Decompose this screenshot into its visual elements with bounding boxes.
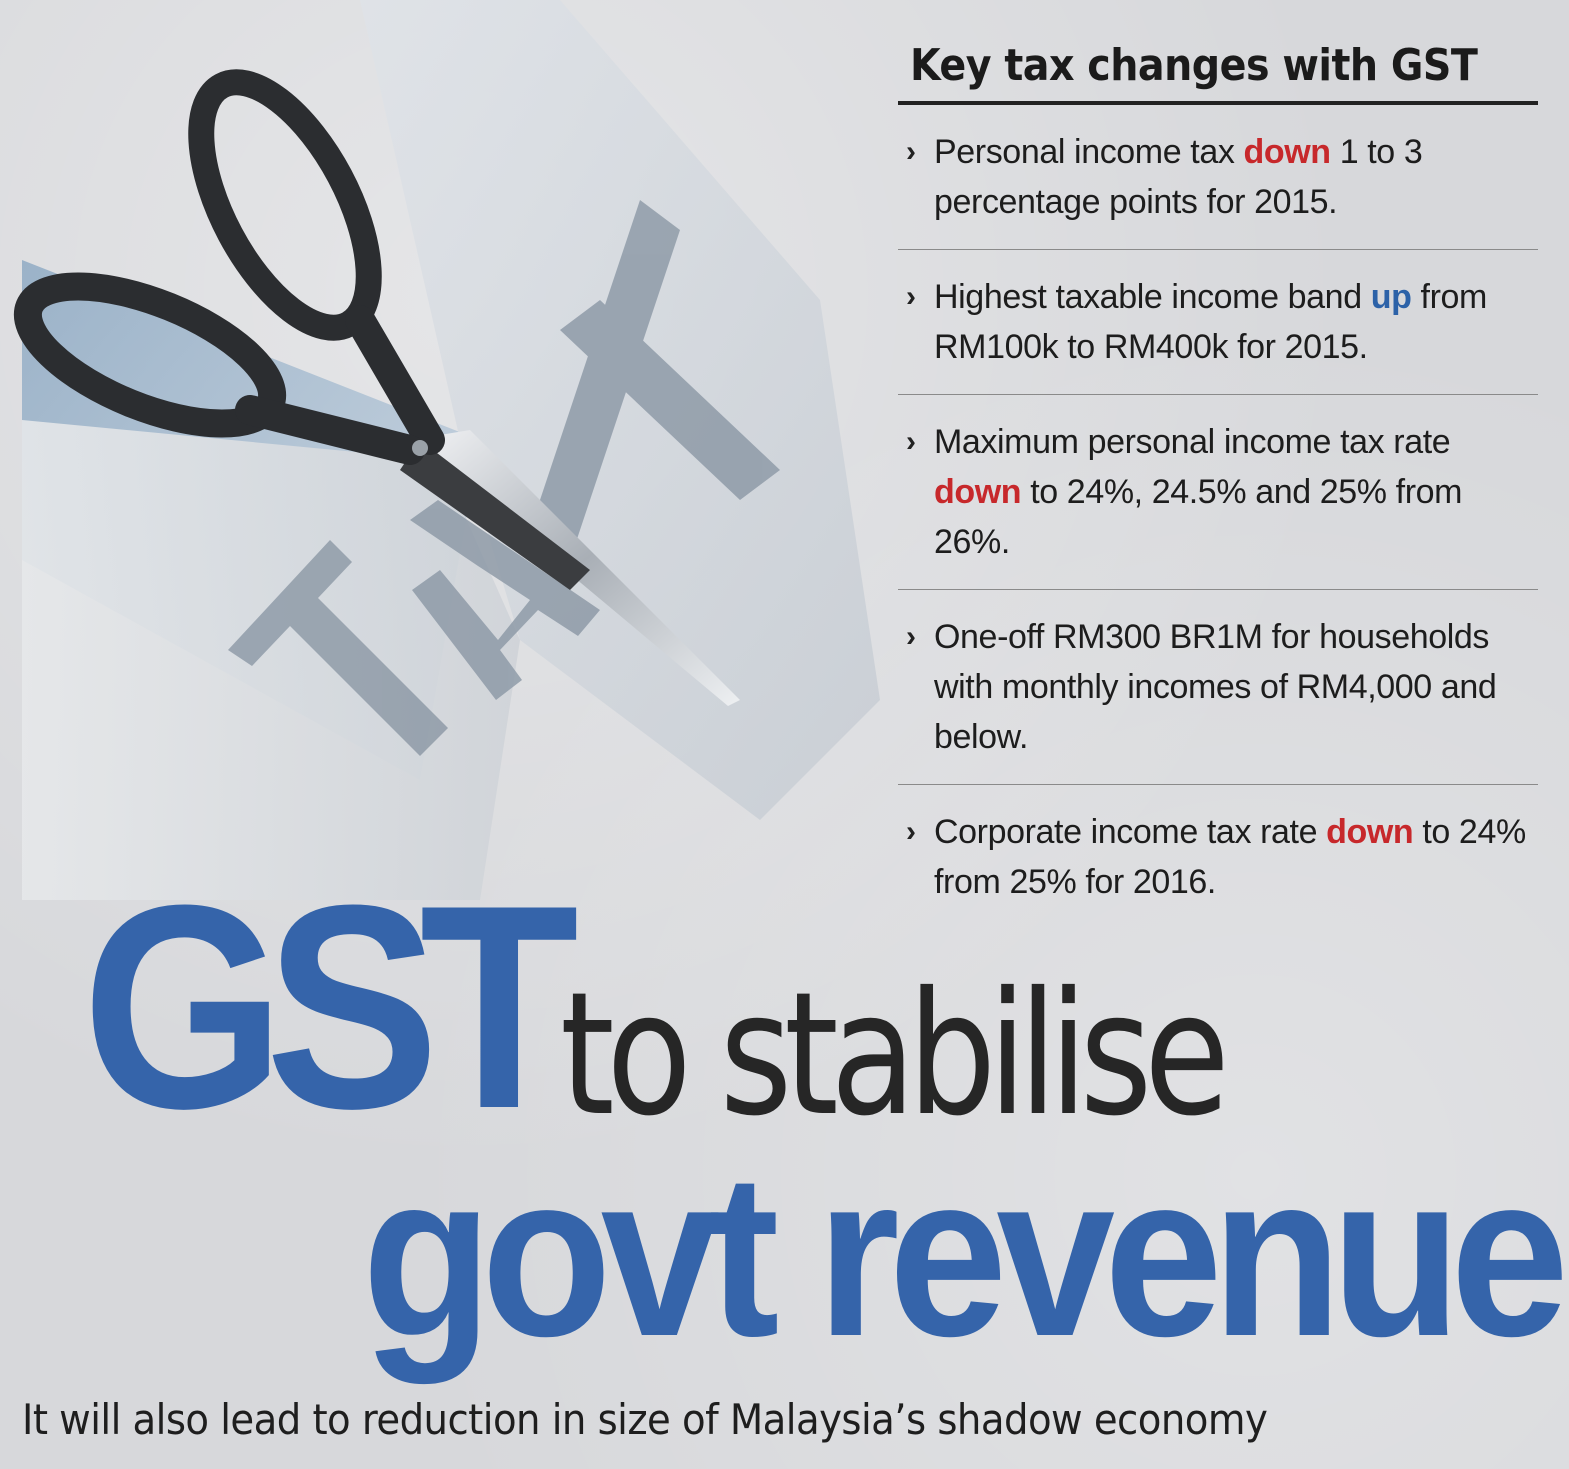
item-text: from RM100k to RM400k for 2015. xyxy=(934,278,1487,366)
scissors-icon xyxy=(13,69,445,465)
headline-gst: GST xyxy=(82,845,579,1169)
scissors-blade xyxy=(400,440,590,590)
tax-change-item: › Personal income tax down 1 to 3 percent… xyxy=(898,105,1538,250)
chevron-right-icon: › xyxy=(906,620,916,653)
subheadline: It will also lead to reduction in size o… xyxy=(22,1395,1268,1444)
chevron-right-icon: › xyxy=(906,815,916,848)
tax-change-item: › One-off RM300 BR1M for households with … xyxy=(898,590,1538,785)
item-highlight: down xyxy=(1326,813,1414,851)
headline-to-stabilise: to stabilise xyxy=(560,956,1230,1154)
item-text: Corporate income tax rate xyxy=(934,813,1327,851)
chevron-right-icon: › xyxy=(906,280,916,313)
key-tax-changes-box: Key tax changes with GST › Personal incom… xyxy=(898,40,1538,929)
tax-letters xyxy=(228,200,780,756)
item-highlight: down xyxy=(934,473,1022,511)
chevron-right-icon: › xyxy=(906,425,916,458)
chevron-right-icon: › xyxy=(906,135,916,168)
tax-change-item: › Highest taxable income band up from RM1… xyxy=(898,250,1538,395)
tax-change-item: › Corporate income tax rate down to 24% f… xyxy=(898,785,1538,929)
item-highlight: up xyxy=(1370,278,1412,316)
item-text: to 24%, 24.5% and 25% from 26%. xyxy=(934,473,1463,561)
scissors-cutting-tax-illustration xyxy=(13,0,880,900)
tax-change-list: › Personal income tax down 1 to 3 percent… xyxy=(898,105,1538,929)
tax-change-item: › Maximum personal income tax rate down t… xyxy=(898,395,1538,590)
item-text: to 24% from 25% for 2016. xyxy=(934,813,1526,901)
headline-govt-revenue: govt revenue xyxy=(362,1126,1569,1385)
item-highlight: down xyxy=(1243,133,1332,171)
item-text: Personal income tax xyxy=(934,133,1244,171)
item-text: 1 to 3 percentage points for 2015. xyxy=(934,133,1423,221)
item-text: One-off RM300 BR1M for households with m… xyxy=(934,618,1497,756)
box-title: Key tax changes with GST xyxy=(898,40,1538,105)
item-text: Highest taxable income band xyxy=(934,278,1371,316)
item-text: Maximum personal income tax rate xyxy=(934,423,1451,461)
